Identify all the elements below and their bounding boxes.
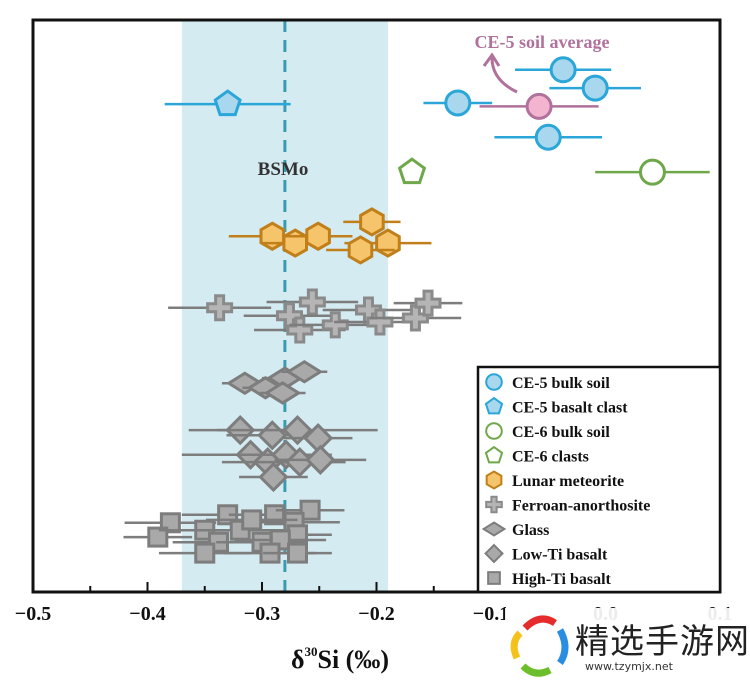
data-point bbox=[414, 289, 442, 317]
data-point bbox=[397, 157, 427, 185]
series-low-ti-basalt bbox=[181, 415, 378, 493]
legend-marker-icon bbox=[481, 521, 507, 537]
series-ce-5-bulk-soil bbox=[423, 56, 641, 151]
legend-label: Lunar meteorite bbox=[512, 473, 624, 490]
watermark-title: 精选手游网 bbox=[575, 622, 750, 662]
data-point bbox=[285, 360, 324, 384]
legend-item: Glass bbox=[481, 521, 549, 539]
legend-label: Low-Ti basalt bbox=[512, 547, 608, 564]
data-point bbox=[299, 499, 321, 521]
legend-marker-icon bbox=[485, 373, 503, 391]
data-point bbox=[241, 509, 263, 531]
data-point bbox=[213, 89, 242, 117]
watermark: 精选手游网 www.tzymjx.net bbox=[505, 608, 750, 681]
legend-item: High-Ti basalt bbox=[487, 571, 612, 588]
data-point bbox=[286, 542, 308, 564]
data-point bbox=[444, 89, 472, 117]
annotation-label: CE-5 soil average bbox=[475, 32, 610, 52]
series-lunar-meteorite bbox=[228, 207, 432, 265]
data-point bbox=[638, 158, 666, 186]
reference-label: BSMo bbox=[258, 159, 309, 180]
data-point bbox=[147, 526, 169, 548]
legend-label: CE-6 bulk soil bbox=[512, 424, 610, 441]
annotation-arrowhead bbox=[482, 52, 501, 67]
data-point bbox=[259, 221, 286, 251]
data-point bbox=[581, 74, 609, 102]
legend-item: CE-5 bulk soil bbox=[485, 373, 610, 392]
legend-marker-icon bbox=[484, 543, 504, 564]
legend-item: Lunar meteorite bbox=[485, 470, 624, 490]
data-point bbox=[206, 294, 234, 322]
data-point bbox=[359, 207, 385, 237]
data-point bbox=[401, 304, 429, 332]
legend-marker-icon bbox=[485, 422, 503, 440]
legend-label: Ferroan-anorthosite bbox=[512, 498, 650, 515]
series-ce-5-soil-average bbox=[479, 92, 599, 120]
series-ce-6-clasts bbox=[397, 157, 427, 185]
x-tick-label: −0.5 bbox=[15, 603, 51, 625]
x-tick-label: −0.1 bbox=[473, 603, 509, 625]
series-glass bbox=[221, 360, 328, 405]
legend-marker-icon bbox=[484, 445, 504, 464]
data-points bbox=[123, 56, 710, 564]
legend-item: Low-Ti basalt bbox=[484, 543, 608, 564]
data-point bbox=[375, 228, 401, 258]
series-high-ti-basalt bbox=[123, 499, 345, 564]
legend-item: CE-6 clasts bbox=[484, 445, 589, 466]
legend-label: CE-5 bulk soil bbox=[512, 375, 610, 392]
series-ce-6-bulk-soil bbox=[595, 158, 710, 186]
legend-marker-icon bbox=[487, 571, 501, 585]
series-ferroan-anorthosite bbox=[168, 288, 463, 344]
legend-item: CE-5 basalt clast bbox=[484, 396, 628, 417]
legend-label: CE-5 basalt clast bbox=[512, 400, 628, 417]
watermark-url: www.tzymjx.net bbox=[585, 660, 673, 673]
watermark-logo-icon bbox=[510, 615, 569, 677]
legend-label: High-Ti basalt bbox=[512, 571, 612, 588]
legend: CE-5 bulk soil CE-5 basalt clast CE-6 bulk… bbox=[476, 365, 722, 594]
x-axis-label: δ30Si (‰) bbox=[291, 644, 389, 674]
legend-marker-icon bbox=[484, 396, 504, 415]
legend-item: Ferroan-anorthosite bbox=[485, 495, 650, 515]
data-point bbox=[194, 542, 216, 564]
legend-marker-icon bbox=[485, 470, 503, 490]
x-tick-label: −0.4 bbox=[129, 603, 165, 625]
annotation-arrow bbox=[490, 57, 518, 94]
data-point bbox=[282, 415, 313, 446]
legend-item: CE-6 bulk soil bbox=[485, 422, 610, 441]
legend-label: Glass bbox=[512, 522, 549, 539]
data-point bbox=[263, 381, 302, 405]
data-point bbox=[305, 221, 331, 251]
data-point bbox=[305, 444, 336, 475]
data-point bbox=[347, 235, 374, 265]
data-point bbox=[525, 92, 553, 120]
legend-label: CE-6 clasts bbox=[512, 449, 589, 466]
data-point bbox=[534, 123, 562, 151]
x-tick-label: −0.2 bbox=[358, 603, 394, 625]
x-tick-label: −0.3 bbox=[244, 603, 280, 625]
legend-marker-icon bbox=[485, 495, 503, 514]
data-point bbox=[549, 56, 577, 84]
series-ce-5-basalt-clast bbox=[164, 89, 291, 117]
data-point bbox=[298, 288, 326, 316]
data-point bbox=[282, 228, 309, 258]
data-point bbox=[258, 461, 289, 493]
legend-box bbox=[476, 365, 722, 594]
